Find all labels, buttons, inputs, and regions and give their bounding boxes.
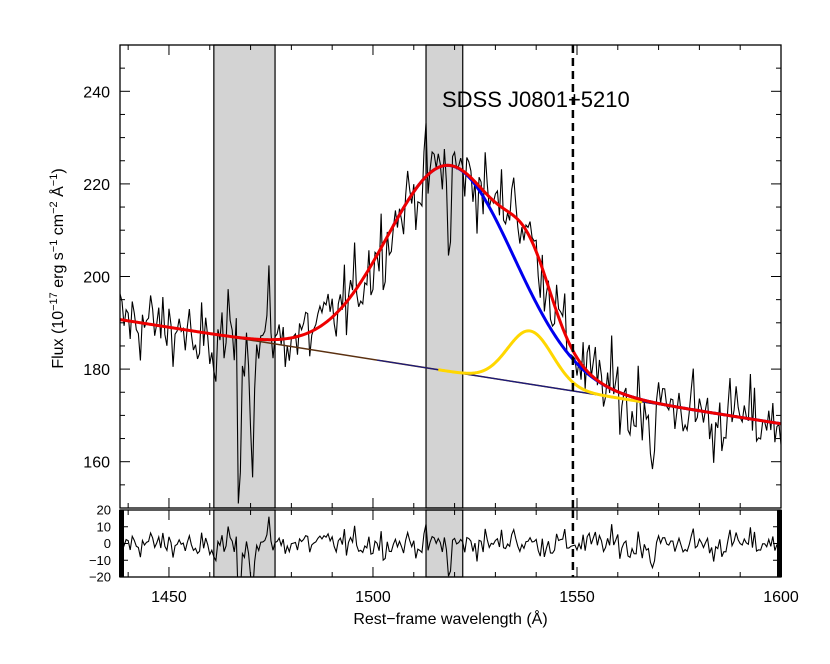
shaded-region-main-1 — [213, 44, 276, 509]
x-axis-title: Rest−frame wavelength (Å) — [353, 609, 547, 628]
spectrum-line — [120, 123, 781, 504]
y-tick-label: 220 — [83, 177, 110, 194]
shaded-region-residual-1 — [213, 509, 276, 578]
y-tick-label: 240 — [83, 84, 110, 101]
residual-y-tick-label: −20 — [89, 570, 111, 585]
x-tick-label: 1500 — [355, 589, 391, 606]
residual-line — [120, 516, 781, 577]
axis-ticks: 1450 1500 1550 1600 160 180 200 220 240 −20 −10 0 10… — [83, 44, 799, 606]
x-tick-label: 1600 — [763, 589, 799, 606]
y-axis-title-part: ) — [50, 168, 67, 173]
residual-y-tick-label: −10 — [89, 553, 111, 568]
y-axis-title-exp: −1 — [48, 174, 60, 187]
y-axis-title-part: erg s — [50, 252, 67, 292]
y-axis-title-exp: −1 — [48, 240, 60, 253]
residual-y-tick-label: 10 — [97, 519, 111, 534]
main-panel — [120, 123, 781, 504]
y-axis-title-exp: −17 — [48, 292, 60, 311]
y-axis-title-part: Å — [48, 186, 67, 201]
y-axis-title: Flux (10−17 erg s−1 cm−2 Å−1) — [48, 168, 67, 368]
y-axis-title-part: Flux (10 — [50, 311, 67, 369]
y-tick-label: 200 — [83, 270, 110, 287]
x-tick-label: 1450 — [151, 589, 187, 606]
x-tick-label: 1550 — [559, 589, 595, 606]
residual-y-tick-label: 20 — [97, 503, 111, 518]
total-model-fit — [120, 163, 781, 426]
y-tick-label: 180 — [83, 362, 110, 379]
narrow-gaussian-component — [438, 329, 643, 404]
y-tick-label: 160 — [83, 455, 110, 472]
object-annotation: SDSS J0801+5210 — [442, 87, 630, 112]
residual-y-tick-label: 0 — [104, 536, 111, 551]
y-axis-title-part: cm — [50, 214, 67, 240]
curves-layer — [120, 45, 781, 577]
y-axis-title-exp: −2 — [48, 201, 60, 214]
shaded-region-main-2 — [425, 44, 464, 509]
residual-panel — [120, 516, 781, 577]
